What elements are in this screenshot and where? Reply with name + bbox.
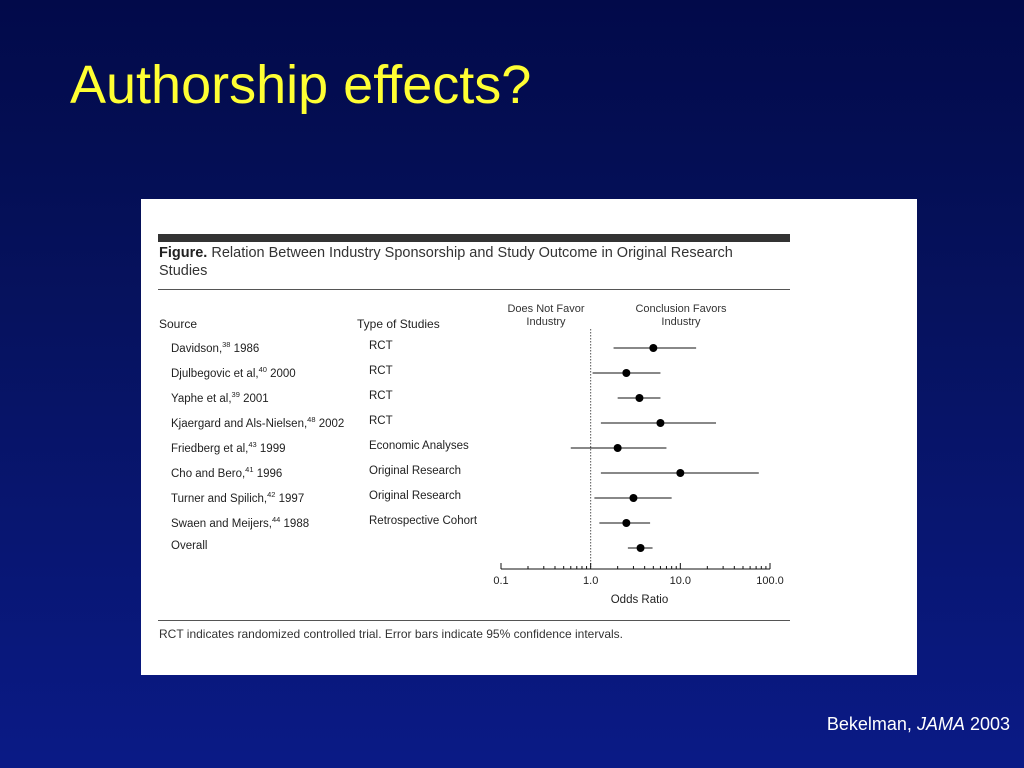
favors-industry-label: Conclusion Favors Industry [635,303,727,328]
study-name: Kjaergard and Als-Nielsen, [171,417,308,430]
study-name: Cho and Bero, [171,467,246,480]
header-rule [158,289,790,290]
tick-label: 100.0 [756,575,784,587]
study-reference: 39 [231,390,240,399]
study-source: Davidson,38 1986 [171,340,259,355]
figure-footnote: RCT indicates randomized controlled tria… [159,627,623,641]
odds-ratio-point [629,494,638,502]
study-year: 1999 [256,442,286,455]
study-source: Friedberg et al,43 1999 [171,440,285,455]
study-name: Davidson, [171,342,223,355]
study-reference: 41 [245,465,254,474]
odds-ratio-point [676,469,685,477]
citation-author: Bekelman, [826,714,917,734]
slide-title: Authorship effects? [70,55,532,115]
odds-ratio-point [613,444,622,452]
study-reference: 40 [258,365,267,374]
study-type: RCT [369,415,393,427]
study-source: Swaen and Meijers,44 1988 [171,515,309,530]
study-year: 2000 [266,367,296,380]
odds-ratio-point [622,369,631,377]
odds-ratio-point [649,344,658,352]
study-type: RCT [369,390,393,402]
does-not-favor-label: Does Not Favor Industry [507,303,585,328]
tick-label: 0.1 [493,575,508,587]
study-reference: 43 [248,440,257,449]
figure-label: Figure. [159,245,208,261]
citation-year: 2003 [964,714,1010,734]
study-year: 2001 [239,392,269,405]
tick-label: 10.0 [670,575,691,587]
odds-ratio-point [635,394,644,402]
x-axis-label: Odds Ratio [611,594,669,606]
col-type-header: Type of Studies [357,317,440,331]
forest-plot: 0.1 1.0 10.0 100.0 Odds Ratio [493,329,784,606]
study-year: 1988 [280,517,310,530]
footer-rule [158,620,790,621]
study-source: Yaphe et al,39 2001 [171,390,269,405]
figure-top-bar [158,234,790,242]
study-name: Swaen and Meijers, [171,517,272,530]
odds-ratio-point [622,519,631,527]
study-type: Retrospective Cohort [369,515,478,527]
study-source: Kjaergard and Als-Nielsen,48 2002 [171,415,344,430]
study-name: Friedberg et al, [171,442,249,455]
odds-ratio-point [656,419,665,427]
study-reference: 44 [272,515,281,524]
study-type: RCT [369,340,393,352]
overall-point [636,544,645,552]
study-name: Djulbegovic et al, [171,367,259,380]
overall-label: Overall [171,540,207,552]
study-year: 1986 [230,342,260,355]
study-year: 1996 [253,467,283,480]
tick-label: 1.0 [583,575,598,587]
study-name: Turner and Spilich, [171,492,268,505]
citation-journal: JAMA [916,714,965,734]
study-reference: 48 [307,415,316,424]
study-name: Yaphe et al, [171,392,232,405]
study-type: Original Research [369,465,462,477]
study-source: Djulbegovic et al,40 2000 [171,365,296,380]
study-source: Cho and Bero,41 1996 [171,465,282,480]
study-year: 2002 [315,417,345,430]
study-type: Economic Analyses [369,440,469,452]
study-source: Turner and Spilich,42 1997 [171,490,304,505]
study-type: RCT [369,365,393,377]
citation: Bekelman, JAMA 2003 [827,714,1010,735]
figure-panel: Figure. Relation Between Industry Sponso… [141,199,917,675]
study-year: 1997 [275,492,305,505]
study-reference: 38 [222,340,231,349]
col-source-header: Source [159,317,198,331]
study-name: Overall [171,540,208,552]
figure-title: Figure. Relation Between Industry Sponso… [159,244,779,280]
figure-title-text: Relation Between Industry Sponsorship an… [159,245,733,279]
study-reference: 42 [267,490,276,499]
study-type: Original Research [369,490,462,502]
